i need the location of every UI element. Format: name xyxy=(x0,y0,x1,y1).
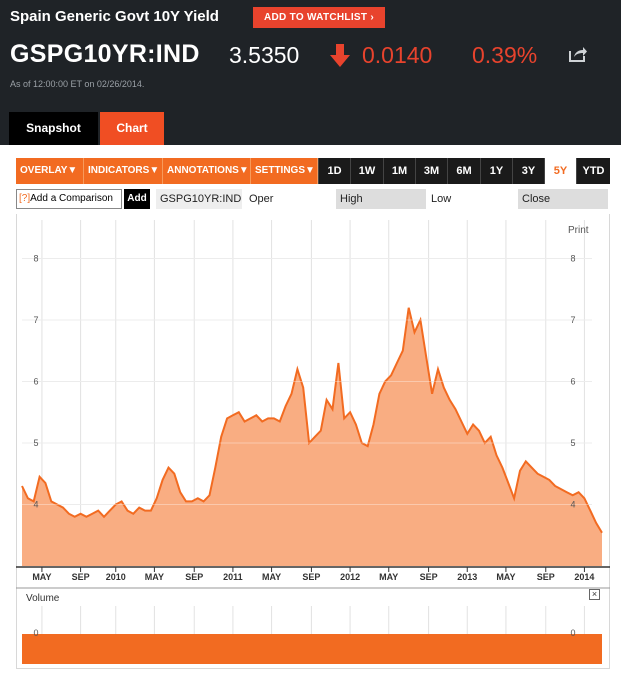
add-comparison-button[interactable]: Add xyxy=(124,189,150,209)
comparison-row: [?]Add a Comparison Add GSPG10YR:IND Ope… xyxy=(16,189,610,211)
print-link[interactable]: Print xyxy=(568,225,589,236)
range-1d[interactable]: 1D xyxy=(318,158,350,184)
indicators-label: INDICATORS xyxy=(88,165,150,176)
y-tick-label: 4 xyxy=(33,499,38,509)
watchlist-label: ADD TO WATCHLIST xyxy=(263,12,368,23)
range-ytd[interactable]: YTD xyxy=(576,158,610,184)
x-tick-label: 2011 xyxy=(223,572,243,582)
y-tick-label-right: 6 xyxy=(570,376,575,386)
y-tick-label: 5 xyxy=(33,438,38,448)
volume-tick-label-right: 0 xyxy=(570,628,575,638)
caret-down-icon: ▼ xyxy=(238,165,249,176)
ohlc-open: Oper xyxy=(245,189,331,209)
ohlc-symbol: GSPG10YR:IND xyxy=(156,189,242,209)
volume-label: Volume xyxy=(26,593,60,604)
caret-down-icon: ▼ xyxy=(67,165,78,176)
chart-frame xyxy=(16,214,610,669)
security-title: Spain Generic Govt 10Y Yield xyxy=(10,8,219,25)
range-1m[interactable]: 1M xyxy=(383,158,415,184)
x-tick-label: SEP xyxy=(72,572,90,582)
annotations-menu[interactable]: ANNOTATIONS▼ xyxy=(163,158,251,184)
quote-header: Spain Generic Govt 10Y Yield ADD TO WATC… xyxy=(0,0,621,145)
close-volume-icon[interactable]: × xyxy=(589,589,600,600)
x-tick-label: MAY xyxy=(145,572,164,582)
x-tick-label: 2012 xyxy=(340,572,360,582)
price-change: 0.0140 xyxy=(362,42,433,68)
chevron-right-icon: › xyxy=(370,12,375,23)
tab-snapshot[interactable]: Snapshot xyxy=(9,112,98,145)
y-tick-label: 8 xyxy=(33,253,38,263)
volume-tick-label: 0 xyxy=(33,628,38,638)
down-arrow-icon xyxy=(330,44,350,67)
x-tick-label: MAY xyxy=(262,572,281,582)
range-1y[interactable]: 1Y xyxy=(480,158,512,184)
settings-label: SETTINGS xyxy=(255,165,306,176)
x-tick-label: SEP xyxy=(302,572,320,582)
range-3m[interactable]: 3M xyxy=(415,158,447,184)
chart-toolbar: OVERLAY▼ INDICATORS▼ ANNOTATIONS▼ SETTIN… xyxy=(16,158,610,184)
x-tick-label: SEP xyxy=(185,572,203,582)
y-tick-label-right: 4 xyxy=(570,499,575,509)
range-5y[interactable]: 5Y xyxy=(544,158,576,184)
overlay-label: OVERLAY xyxy=(20,165,68,176)
help-icon[interactable]: [?] xyxy=(19,193,31,204)
percent-change: 0.39% xyxy=(472,42,538,68)
ticker-symbol: GSPG10YR:IND xyxy=(10,40,200,68)
indicators-menu[interactable]: INDICATORS▼ xyxy=(84,158,163,184)
x-tick-label: SEP xyxy=(420,572,438,582)
caret-down-icon: ▼ xyxy=(305,165,315,176)
ohlc-low: Low xyxy=(427,189,519,209)
y-tick-label: 7 xyxy=(33,315,38,325)
x-tick-label: 2013 xyxy=(457,572,477,582)
ohlc-close: Close xyxy=(518,189,608,209)
x-tick-label: 2014 xyxy=(574,572,594,582)
price-area xyxy=(22,307,602,566)
y-tick-label-right: 5 xyxy=(570,438,575,448)
x-tick-label: 2010 xyxy=(106,572,126,582)
range-6m[interactable]: 6M xyxy=(447,158,480,184)
x-tick-label: MAY xyxy=(32,572,51,582)
annotations-label: ANNOTATIONS xyxy=(167,165,239,176)
price-line xyxy=(21,307,603,534)
share-icon[interactable] xyxy=(568,45,588,63)
range-3y[interactable]: 3Y xyxy=(512,158,544,184)
caret-down-icon: ▼ xyxy=(149,165,160,176)
ohlc-high: High xyxy=(336,189,426,209)
volume-bar xyxy=(22,634,602,664)
tab-chart[interactable]: Chart xyxy=(100,112,164,145)
y-tick-label-right: 8 xyxy=(570,253,575,263)
x-tick-label: SEP xyxy=(537,572,555,582)
as-of-timestamp: As of 12:00:00 ET on 02/26/2014. xyxy=(10,79,145,89)
y-tick-label: 6 xyxy=(33,376,38,386)
comparison-input[interactable]: [?]Add a Comparison xyxy=(16,189,122,209)
x-tick-label: MAY xyxy=(379,572,398,582)
settings-menu[interactable]: SETTINGS▼ xyxy=(251,158,318,184)
overlay-menu[interactable]: OVERLAY▼ xyxy=(16,158,84,184)
range-1w[interactable]: 1W xyxy=(350,158,383,184)
last-price: 3.5350 xyxy=(229,42,300,68)
comparison-placeholder: Add a Comparison xyxy=(30,193,113,204)
x-tick-label: MAY xyxy=(496,572,515,582)
y-tick-label-right: 7 xyxy=(570,315,575,325)
add-to-watchlist-button[interactable]: ADD TO WATCHLIST › xyxy=(253,7,385,28)
